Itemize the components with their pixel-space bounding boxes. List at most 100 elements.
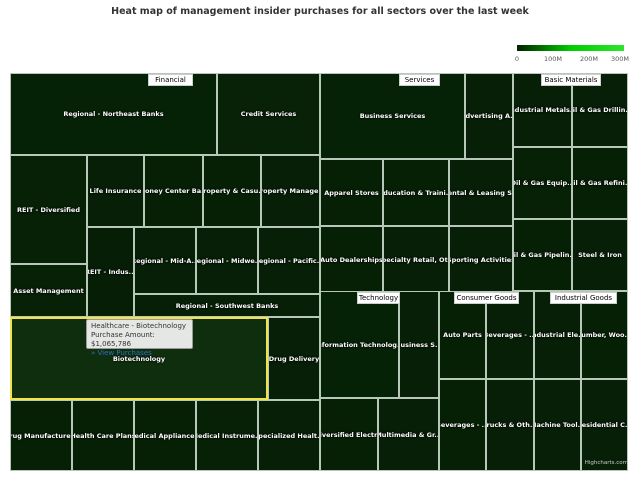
treemap-cell-label: Property & Casu...	[203, 187, 261, 195]
treemap-cell[interactable]: Information Technolog...	[320, 291, 399, 398]
treemap-cell[interactable]: Property Manage...	[261, 155, 320, 227]
treemap-cell-label: REIT - Diversified	[17, 205, 80, 214]
treemap-cell[interactable]: Machine Tool...	[534, 379, 581, 471]
treemap-cell-label: Rental & Leasing S...	[450, 188, 512, 197]
treemap-cell-label: Life Insurance	[89, 187, 142, 195]
treemap-cell-label: Apparel Stores	[324, 188, 379, 197]
treemap-cell-label: Lumber, Woo...	[581, 331, 627, 339]
treemap-cell-label: Oil & Gas Pipelin...	[513, 251, 572, 259]
treemap-cell-label: Auto Parts	[443, 331, 482, 339]
treemap-cell[interactable]: Advertising A...	[465, 73, 513, 159]
treemap: Regional - Northeast Banks Credit Service…	[10, 73, 628, 471]
treemap-cell-label: Beverages - ...	[439, 421, 485, 429]
treemap-cell-label: Auto Dealerships	[320, 255, 383, 264]
treemap-cell[interactable]: Oil & Gas Refini...	[572, 147, 628, 219]
treemap-cell[interactable]: Industrial Ele...	[534, 291, 581, 379]
treemap-cell[interactable]: Business Services	[320, 73, 465, 159]
treemap-cell[interactable]: Beverages - ...	[439, 379, 486, 471]
treemap-cell[interactable]: Steel & Iron	[572, 219, 628, 291]
treemap-cell-label: Oil & Gas Drillin...	[572, 106, 628, 114]
treemap-cell[interactable]: Business S...	[399, 291, 439, 398]
treemap-cell[interactable]: Drug Delivery	[268, 317, 320, 400]
treemap-cell[interactable]: REIT - Indus...	[87, 227, 134, 317]
treemap-cell-label: Residential C...	[581, 421, 628, 429]
treemap-cell[interactable]: Medical Instrume...	[196, 400, 258, 471]
color-legend: 0 100M 200M 300M	[514, 45, 630, 67]
treemap-cell-label: Education & Traini...	[383, 188, 449, 197]
treemap-cell-label: Specialty Retail, Ot...	[384, 255, 448, 264]
treemap-cell-label: Beverages - ...	[486, 331, 534, 339]
treemap-cell[interactable]: Trucks & Oth...	[486, 379, 534, 471]
treemap-cell[interactable]: Oil & Gas Equip...	[513, 147, 572, 219]
treemap-cell[interactable]: Beverages - ...	[486, 291, 534, 379]
treemap-cell-label: Credit Services	[240, 110, 297, 118]
treemap-cell-label: Steel & Iron	[578, 251, 622, 259]
treemap-cell-label: Advertising A...	[465, 112, 513, 120]
treemap-cell-label: Health Care Plans	[72, 431, 134, 440]
treemap-cell[interactable]: Regional - Northeast Banks	[10, 73, 217, 155]
cell-tooltip: Healthcare - Biotechnology Purchase Amou…	[86, 319, 193, 357]
treemap-cell-label: Business Services	[359, 112, 426, 120]
treemap-cell[interactable]: Education & Traini...	[383, 159, 449, 226]
treemap-cell-label: Diversified Electr...	[321, 430, 377, 439]
treemap-cell[interactable]: Auto Parts	[439, 291, 486, 379]
treemap-cell-label: REIT - Indus...	[87, 268, 134, 276]
treemap-cell[interactable]: Regional - Pacific...	[258, 227, 320, 294]
chart-title: Heat map of management insider purchases…	[111, 6, 529, 17]
treemap-cell[interactable]: Lumber, Woo...	[581, 291, 628, 379]
treemap-cell-label: Regional - Midwe...	[196, 256, 258, 265]
treemap-cell-label: Regional - Northeast Banks	[63, 110, 164, 118]
treemap-cell-label: Sporting Activities	[449, 255, 513, 264]
treemap-cell-label: Drug Delivery	[268, 354, 320, 363]
treemap-cell[interactable]: REIT - Diversified	[10, 155, 87, 264]
treemap-cell[interactable]: Credit Services	[217, 73, 320, 155]
tooltip-title: Healthcare - Biotechnology	[91, 322, 187, 330]
treemap-cell-label: Medical Instrume...	[197, 431, 258, 440]
treemap-cell-label: Regional - Southwest Banks	[175, 301, 279, 310]
treemap-cell-label: Money Center Ba...	[144, 187, 202, 195]
treemap-cell[interactable]: Multimedia & Gr...	[378, 398, 439, 471]
view-purchases-link[interactable]: » View Purchases	[91, 349, 152, 357]
treemap-cell[interactable]: Property & Casu...	[203, 155, 261, 227]
treemap-cell[interactable]: Diversified Electr...	[320, 398, 378, 471]
treemap-cell[interactable]: Industrial Metals...	[513, 73, 572, 147]
treemap-cell[interactable]: Drug Manufacture...	[10, 400, 72, 471]
treemap-cell-label: Industrial Metals...	[514, 106, 571, 114]
treemap-cell[interactable]: Sporting Activities	[449, 226, 513, 293]
treemap-cell[interactable]: Asset Management	[10, 264, 87, 317]
treemap-cell-label: Asset Management	[13, 286, 84, 295]
legend-tick-label: 300M	[610, 55, 630, 63]
treemap-cell[interactable]: Medical Appliance...	[134, 400, 196, 471]
treemap-cell[interactable]: Health Care Plans	[72, 400, 134, 471]
treemap-cell[interactable]: Life Insurance	[87, 155, 144, 227]
treemap-cell-label: Regional - Pacific...	[258, 256, 320, 265]
tooltip-amount: Purchase Amount: $1,065,786	[91, 331, 155, 348]
treemap-cell-label: Oil & Gas Refini...	[573, 179, 628, 187]
treemap-cell[interactable]: Oil & Gas Pipelin...	[513, 219, 572, 291]
treemap-cell[interactable]: Specialized Healt...	[258, 400, 320, 471]
treemap-cell[interactable]: Oil & Gas Drillin...	[572, 73, 628, 147]
legend-tick-label: 200M	[579, 55, 599, 63]
treemap-cell-label: Oil & Gas Equip...	[513, 179, 572, 187]
treemap-cell-label: Information Technolog...	[321, 340, 398, 349]
treemap-cell[interactable]: Specialty Retail, Ot...	[383, 226, 449, 293]
treemap-cell[interactable]: Rental & Leasing S...	[449, 159, 513, 226]
treemap-cell-label: Property Manage...	[262, 187, 319, 195]
treemap-cell-label: Multimedia & Gr...	[378, 430, 439, 439]
treemap-cell[interactable]: Apparel Stores	[320, 159, 383, 226]
credits-text[interactable]: Highcharts.com	[584, 460, 628, 466]
treemap-cell-label: Machine Tool...	[535, 421, 581, 429]
treemap-cell[interactable]: Money Center Ba...	[144, 155, 203, 227]
treemap-cell[interactable]: Auto Dealerships	[320, 226, 383, 293]
treemap-cell[interactable]: Regional - Southwest Banks	[134, 294, 320, 317]
treemap-cell-label: Business S...	[400, 340, 438, 349]
treemap-cell[interactable]: Residential C...	[581, 379, 628, 471]
treemap-cell-label: Trucks & Oth...	[486, 421, 533, 429]
treemap-cell-label: Industrial Ele...	[535, 331, 581, 339]
legend-tick-label: 0	[514, 55, 520, 63]
legend-tick-label: 100M	[543, 55, 563, 63]
treemap-cell[interactable]: Regional - Mid-A...	[134, 227, 196, 294]
treemap-cell-label: Medical Appliance...	[134, 431, 195, 440]
treemap-cell-label: Regional - Mid-A...	[134, 256, 196, 265]
treemap-cell[interactable]: Regional - Midwe...	[196, 227, 258, 294]
